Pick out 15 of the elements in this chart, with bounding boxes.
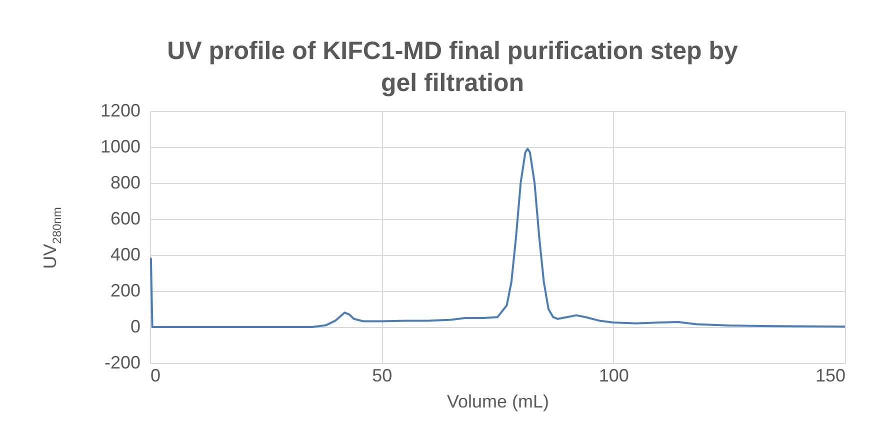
y-tick-label: 1200 <box>100 100 140 120</box>
y-tick-label: -200 <box>104 352 140 372</box>
x-tick-label: 100 <box>598 366 629 386</box>
line-series <box>150 148 845 328</box>
x-tick-label: 50 <box>372 366 392 386</box>
y-tick-label: 0 <box>130 316 140 336</box>
x-tick-label: 150 <box>815 366 846 386</box>
y-tick-label: 200 <box>110 280 140 300</box>
y-tick-label: 800 <box>110 172 140 192</box>
y-tick-label: 600 <box>110 208 140 228</box>
x-tick-label: 0 <box>150 366 161 386</box>
y-tick-label: 1000 <box>100 136 140 156</box>
x-axis-title: Volume (mL) <box>446 392 550 412</box>
chart-title: UV profile of KIFC1-MD final purification step by gel filtration <box>167 37 738 97</box>
y-tick-label: 400 <box>110 244 140 264</box>
